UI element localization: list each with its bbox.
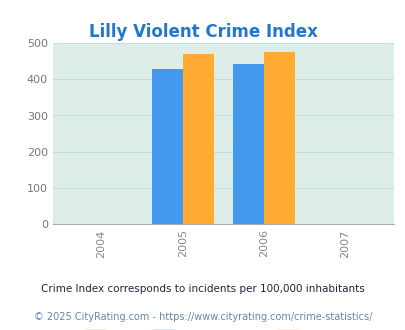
Text: Lilly Violent Crime Index: Lilly Violent Crime Index [88, 23, 317, 41]
Bar [263, 52, 294, 224]
Legend: Lilly, Pennsylvania, National: Lilly, Pennsylvania, National [80, 325, 366, 330]
Bar [232, 64, 263, 224]
Text: Crime Index corresponds to incidents per 100,000 inhabitants: Crime Index corresponds to incidents per… [41, 284, 364, 294]
Bar [151, 69, 182, 224]
Text: © 2025 CityRating.com - https://www.cityrating.com/crime-statistics/: © 2025 CityRating.com - https://www.city… [34, 312, 371, 322]
Bar [182, 54, 213, 224]
